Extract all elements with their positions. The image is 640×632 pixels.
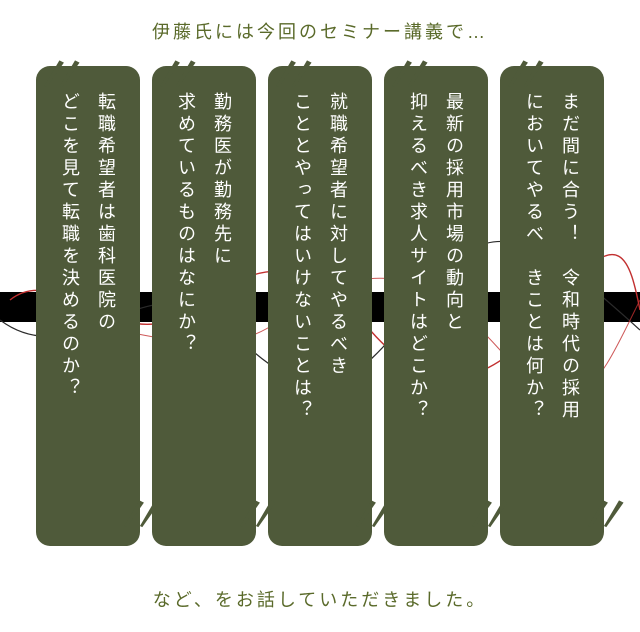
card-line: どこを見て転職を決めるのか？ bbox=[52, 92, 88, 400]
quote-card: 〃 勤務医が勤務先に 求めているものはなにか？ 〃 bbox=[152, 66, 256, 546]
quote-mark-icon: 〃 bbox=[110, 516, 144, 550]
card-body: 転職希望者は歯科医院の どこを見て転職を決めるのか？ bbox=[36, 66, 140, 546]
quote-mark-icon: 〃 bbox=[146, 76, 180, 110]
quote-card: 〃 転職希望者は歯科医院の どこを見て転職を決めるのか？ 〃 bbox=[36, 66, 140, 546]
card-line: 就職希望者に対してやるべき bbox=[320, 92, 356, 378]
card-row: 〃 転職希望者は歯科医院の どこを見て転職を決めるのか？ 〃 〃 勤務医が勤務先… bbox=[30, 66, 610, 546]
card-body: 就職希望者に対してやるべき こととやってはいけないことは？ bbox=[268, 66, 372, 546]
quote-mark-icon: 〃 bbox=[378, 76, 412, 110]
card-line: まだ間に合う！ 令和時代の採用 bbox=[552, 92, 588, 422]
card-line: 最新の採用市場の動向と bbox=[436, 92, 472, 334]
card-body: 最新の採用市場の動向と 抑えるべき求人サイトはどこか？ bbox=[384, 66, 488, 546]
card-line: こととやってはいけないことは？ bbox=[284, 92, 320, 422]
card-line: 求めているものはなにか？ bbox=[168, 92, 204, 356]
card-line: 転職希望者は歯科医院の bbox=[88, 92, 124, 334]
card-body: まだ間に合う！ 令和時代の採用 においてやるべ きことは何か？ bbox=[500, 66, 604, 546]
quote-mark-icon: 〃 bbox=[262, 76, 296, 110]
quote-mark-icon: 〃 bbox=[458, 516, 492, 550]
quote-mark-icon: 〃 bbox=[574, 516, 608, 550]
page-footer-text: など、をお話していただきました。 bbox=[0, 586, 640, 612]
quote-mark-icon: 〃 bbox=[226, 516, 260, 550]
quote-mark-icon: 〃 bbox=[30, 76, 64, 110]
quote-card: 〃 就職希望者に対してやるべき こととやってはいけないことは？ 〃 bbox=[268, 66, 372, 546]
quote-card: 〃 最新の採用市場の動向と 抑えるべき求人サイトはどこか？ 〃 bbox=[384, 66, 488, 546]
quote-card: 〃 まだ間に合う！ 令和時代の採用 においてやるべ きことは何か？ 〃 bbox=[500, 66, 604, 546]
page-heading: 伊藤氏には今回のセミナー講義で… bbox=[0, 0, 640, 44]
quote-mark-icon: 〃 bbox=[494, 76, 528, 110]
quote-mark-icon: 〃 bbox=[342, 516, 376, 550]
card-body: 勤務医が勤務先に 求めているものはなにか？ bbox=[152, 66, 256, 546]
card-line: 抑えるべき求人サイトはどこか？ bbox=[400, 92, 436, 422]
card-line: においてやるべ きことは何か？ bbox=[516, 92, 552, 422]
card-line: 勤務医が勤務先に bbox=[204, 92, 240, 268]
